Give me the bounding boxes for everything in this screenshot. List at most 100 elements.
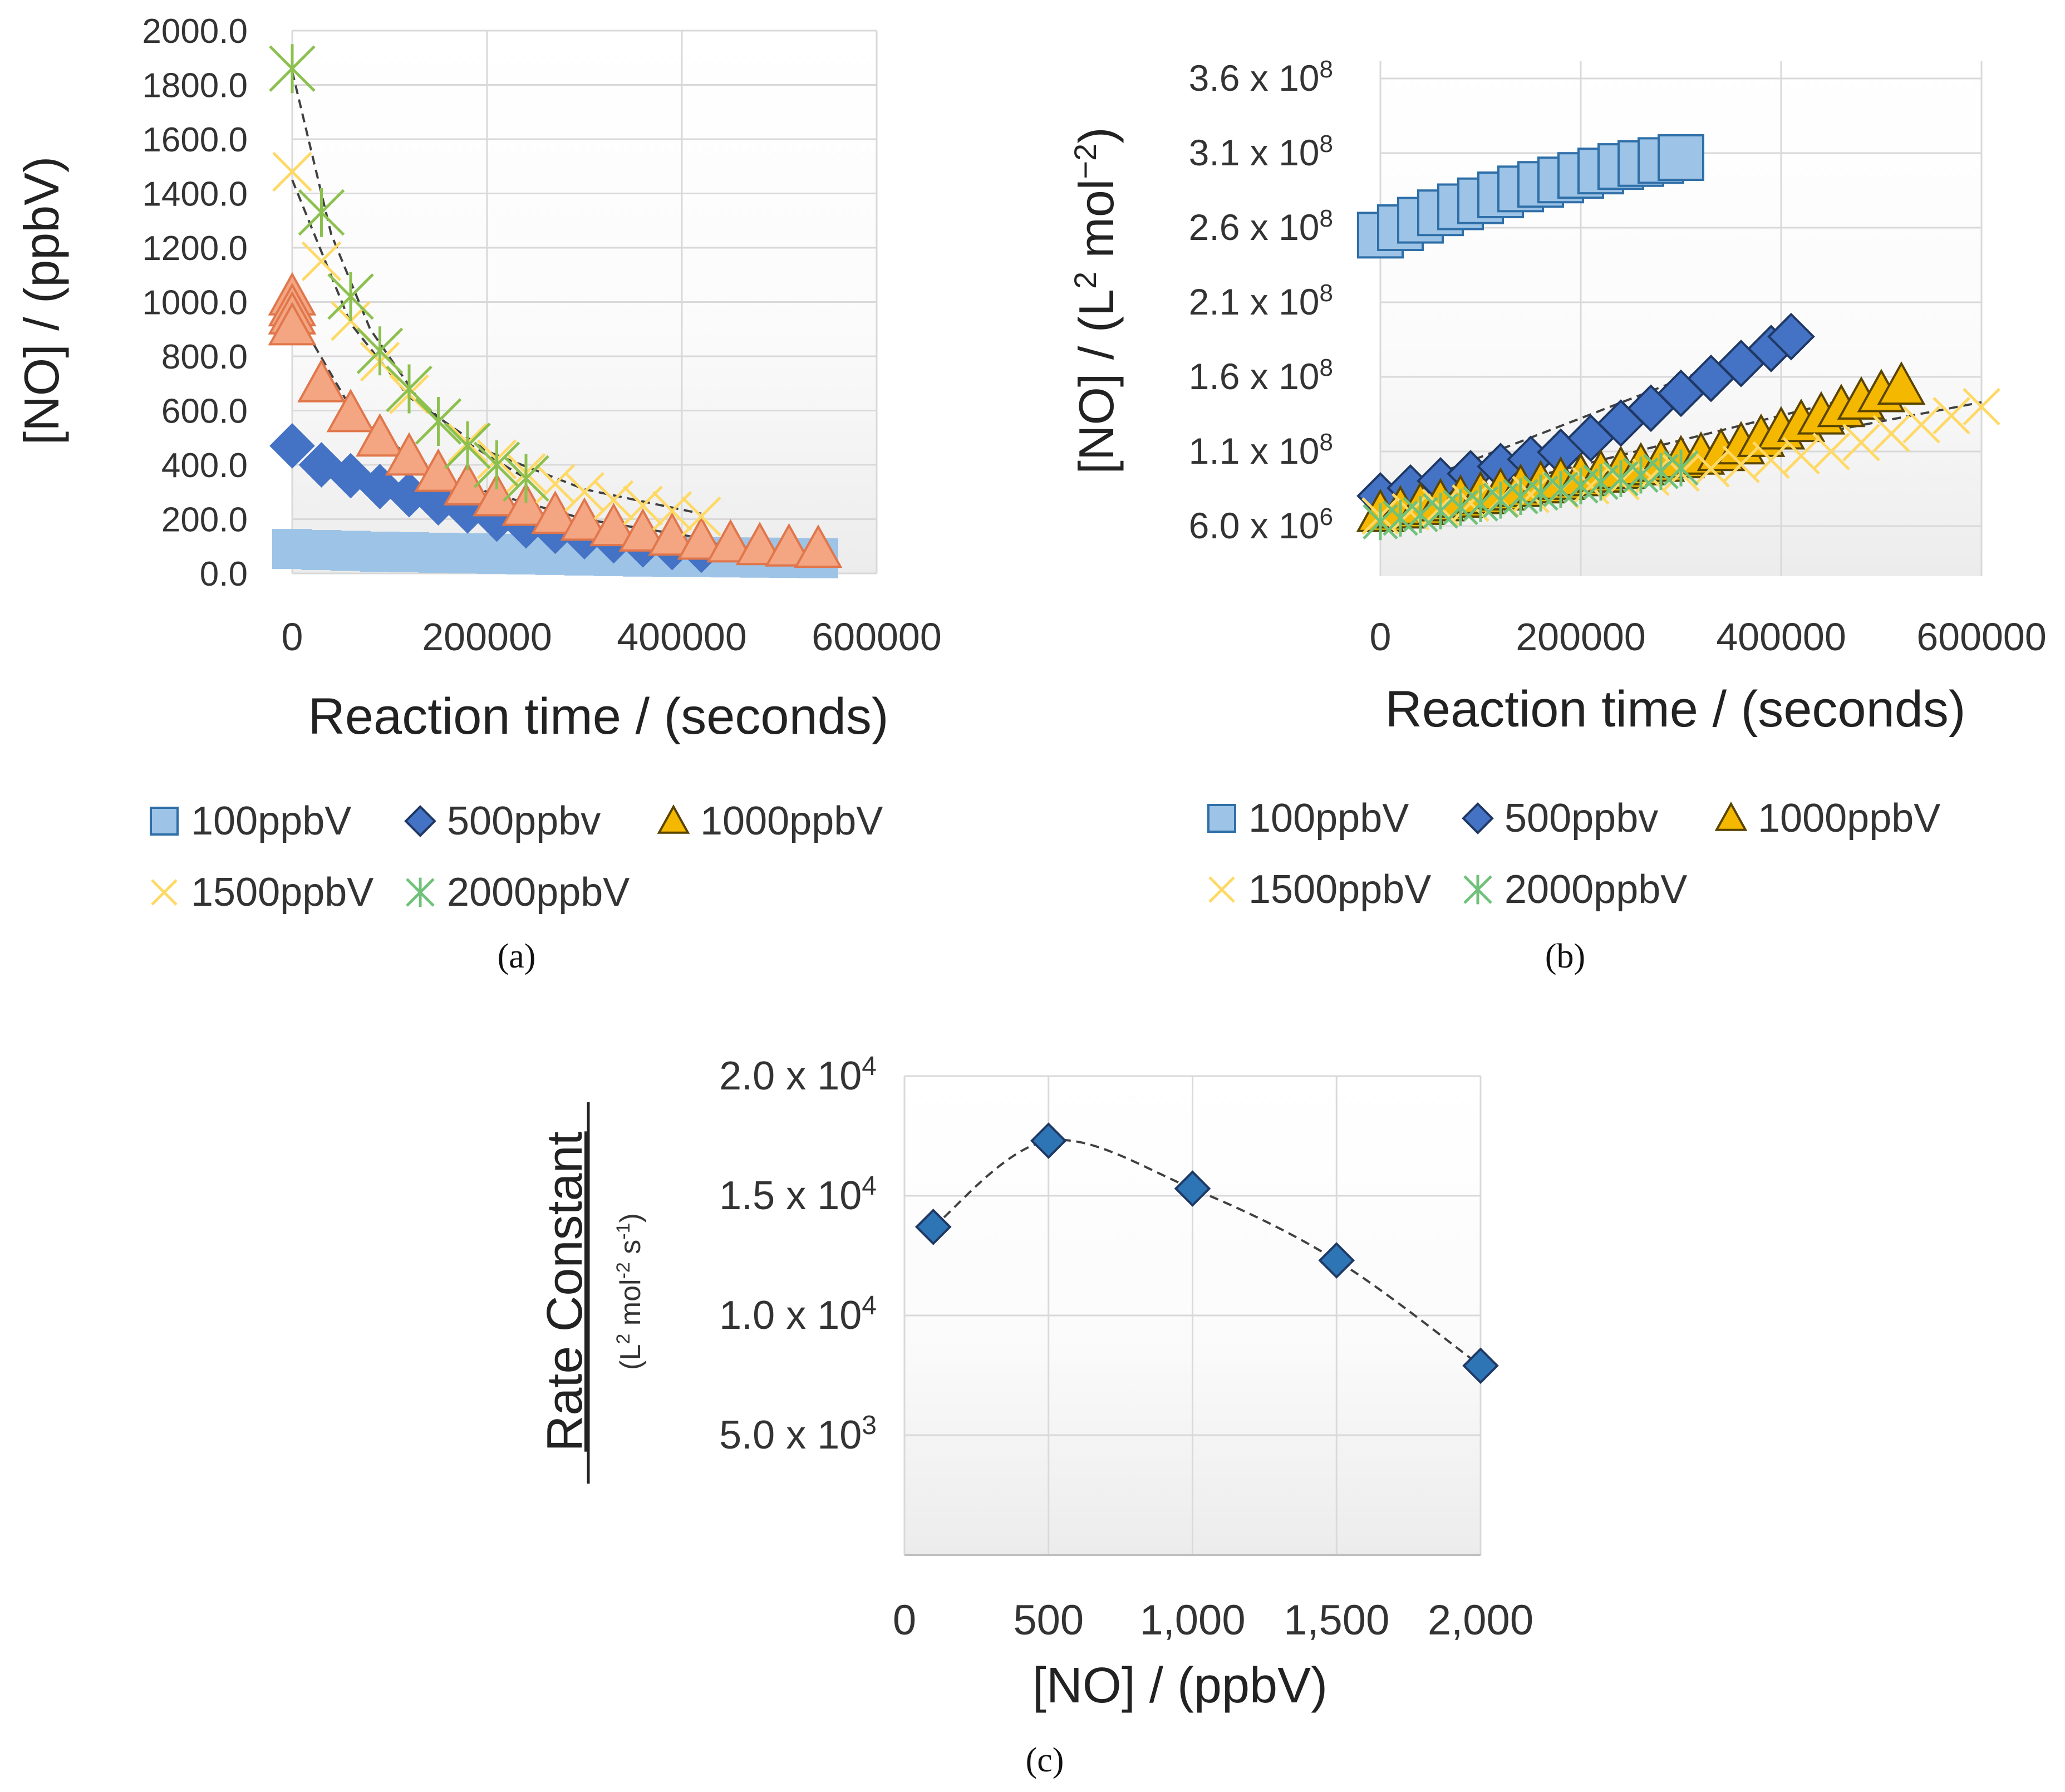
chart-c-point-0	[914, 1209, 952, 1245]
chart-b-point-s3-16	[1842, 424, 1880, 461]
chart-a-point-s2-4	[297, 359, 346, 402]
chart-c-point-1	[1030, 1122, 1067, 1159]
chart-a: 0.0 200.0 400.0 600.0 800.0 1000.0 1200.0 1400.…	[14, 12, 942, 975]
chart-b-y-tick-2: 1.6 x 108	[1189, 354, 1333, 397]
chart-b-point-s3-1	[1392, 493, 1429, 531]
chart-a-x-tick-2: 400000	[617, 615, 747, 659]
chart-c-y-axis-unit: (L2 mol-2 s-1)	[613, 1213, 647, 1370]
chart-c-point-4	[1462, 1347, 1499, 1384]
chart-b-legend-label-1: 500ppbv	[1504, 796, 1658, 841]
chart-b-point-s3-7	[1572, 467, 1610, 505]
chart-a-legend: 100ppbV 500ppbv 1000ppbV 1500ppbV 2000ppbV	[150, 799, 883, 915]
chart-b-y-tick-4: 2.6 x 108	[1189, 205, 1333, 248]
chart-a-point-s4-5	[415, 397, 462, 446]
chart-a-legend-label-3: 1500ppbV	[191, 870, 373, 915]
chart-a-point-s3-10	[564, 472, 604, 512]
chart-a-legend-label-1: 500ppbv	[447, 799, 601, 843]
chart-a-gridlines	[291, 30, 878, 575]
chart-a-y-tick-0: 0.0	[200, 555, 248, 593]
chart-c-unit-sup1: 2	[613, 1334, 634, 1344]
chart-c-y-tick-1: 1.0 x 104	[719, 1291, 877, 1338]
chart-c-unit-sup2: -2	[613, 1262, 634, 1279]
chart-a-legend-marker-1	[404, 805, 436, 837]
chart-b-ylabel-sup1: 2	[1068, 272, 1103, 289]
chart-a-x-tick-3: 600000	[812, 615, 942, 659]
chart-b-legend-marker-1	[1462, 802, 1494, 834]
chart-c-unit-end: )	[614, 1213, 647, 1223]
chart-b-legend-marker-0	[1207, 804, 1236, 833]
chart-c-y-axis-title: Rate Constant	[537, 1131, 593, 1451]
chart-c-y-tick-labels: 5.0 x 103 1.0 x 104 1.5 x 104 2.0 x 104	[719, 1052, 877, 1458]
chart-b-y-tick-1: 1.1 x 108	[1189, 429, 1333, 472]
chart-a-legend-label-4: 2000ppbV	[447, 870, 630, 915]
chart-c-point-2	[1174, 1170, 1211, 1207]
chart-b-point-s3-12	[1722, 445, 1760, 483]
chart-b-legend-marker-4	[1463, 875, 1492, 905]
chart-b-point-s3-11	[1692, 450, 1730, 488]
chart-a-legend-label-0: 100ppbV	[191, 799, 351, 843]
chart-a-y-tick-8: 1600.0	[142, 121, 248, 159]
chart-b-point-s3-13	[1752, 441, 1790, 479]
chart-a-legend-marker-0	[150, 807, 179, 836]
chart-b-ylabel-sup2: −2	[1068, 144, 1103, 179]
chart-c-trend	[932, 1138, 1482, 1367]
chart-c-unit-mol: mol	[614, 1279, 647, 1333]
chart-b-point-s3-9	[1632, 458, 1670, 497]
chart-b-point-s3-15	[1812, 433, 1850, 470]
chart-b-point-s1-14	[1767, 312, 1815, 361]
chart-a-x-axis-label: Reaction time / (seconds)	[308, 688, 888, 745]
chart-c-x-tick-0: 0	[893, 1597, 916, 1644]
chart-a-legend-label-2: 1000ppbV	[700, 799, 883, 843]
chart-c: 5.0 x 103 1.0 x 104 1.5 x 104 2.0 x 104 0 50…	[537, 1052, 1533, 1780]
chart-a-point-s2-3	[268, 302, 317, 346]
chart-a-y-tick-4: 800.0	[161, 338, 248, 376]
chart-a-point-s4-6	[444, 421, 491, 470]
chart-b-panel-label: (b)	[1545, 937, 1585, 975]
chart-a-point-s3-14	[681, 496, 721, 537]
chart-a-point-s2-20	[765, 523, 813, 567]
chart-a-trend-3	[291, 179, 702, 515]
chart-a-point-s4-3	[356, 326, 404, 376]
chart-a-y-tick-6: 1200.0	[142, 229, 248, 268]
chart-a-point-s2-8	[414, 448, 463, 492]
chart-b-point-s3-3	[1452, 484, 1489, 522]
chart-b-x-tick-3: 600000	[1916, 615, 2047, 659]
chart-b-point-s3-19	[1933, 396, 1970, 435]
chart-b-point-s3-14	[1782, 436, 1820, 475]
chart-b-x-tick-2: 400000	[1716, 615, 1846, 659]
chart-a-x-tick-0: 0	[282, 615, 303, 659]
chart-a-markers	[268, 44, 843, 578]
chart-a-y-tick-2: 400.0	[161, 446, 248, 485]
chart-a-legend-marker-3	[151, 879, 178, 906]
chart-c-panel-label: (c)	[1026, 1741, 1064, 1779]
chart-a-point-s2-19	[735, 522, 784, 566]
chart-b-x-tick-0: 0	[1370, 615, 1392, 659]
chart-c-y-tick-2: 1.5 x 104	[719, 1171, 877, 1219]
chart-a-point-s2-17	[677, 516, 726, 560]
chart-a-point-s2-7	[385, 432, 434, 476]
chart-c-y-tick-0: 5.0 x 103	[719, 1411, 877, 1458]
chart-a-x-tick-labels: 0 200000 400000 600000	[282, 615, 942, 659]
chart-b-legend-marker-3	[1208, 876, 1235, 903]
chart-a-point-s2-12	[531, 490, 579, 534]
chart-c-x-tick-1: 500	[1013, 1597, 1084, 1644]
chart-b-y-tick-5: 3.1 x 108	[1189, 130, 1333, 174]
chart-a-y-tick-10: 2000.0	[142, 12, 248, 51]
chart-b-y-tick-0: 6.0 x 106	[1189, 503, 1333, 547]
chart-a-y-tick-1: 200.0	[161, 501, 248, 539]
chart-b-x-axis-label: Reaction time / (seconds)	[1385, 681, 1965, 738]
chart-a-point-s4-7	[473, 440, 520, 489]
chart-c-markers	[914, 1122, 1499, 1384]
chart-b-legend-label-2: 1000ppbV	[1758, 796, 1940, 841]
chart-b-legend: 100ppbV 500ppbv 1000ppbV 1500ppbV 2000ppbV	[1207, 796, 1940, 912]
chart-b-point-s4-15	[1663, 449, 1699, 487]
chart-a-point-s1-0	[269, 423, 315, 469]
chart-c-gridlines	[903, 1075, 1482, 1556]
chart-a-y-tick-5: 1000.0	[142, 284, 248, 322]
chart-a-point-s3-1	[301, 241, 342, 282]
chart-a-y-tick-labels: 0.0 200.0 400.0 600.0 800.0 1000.0 1200.0 1400.…	[142, 12, 248, 593]
chart-a-y-tick-7: 1400.0	[142, 175, 248, 214]
chart-c-x-axis-label: [NO] / (ppbV)	[1032, 1658, 1328, 1714]
chart-a-legend-marker-2	[657, 804, 690, 834]
